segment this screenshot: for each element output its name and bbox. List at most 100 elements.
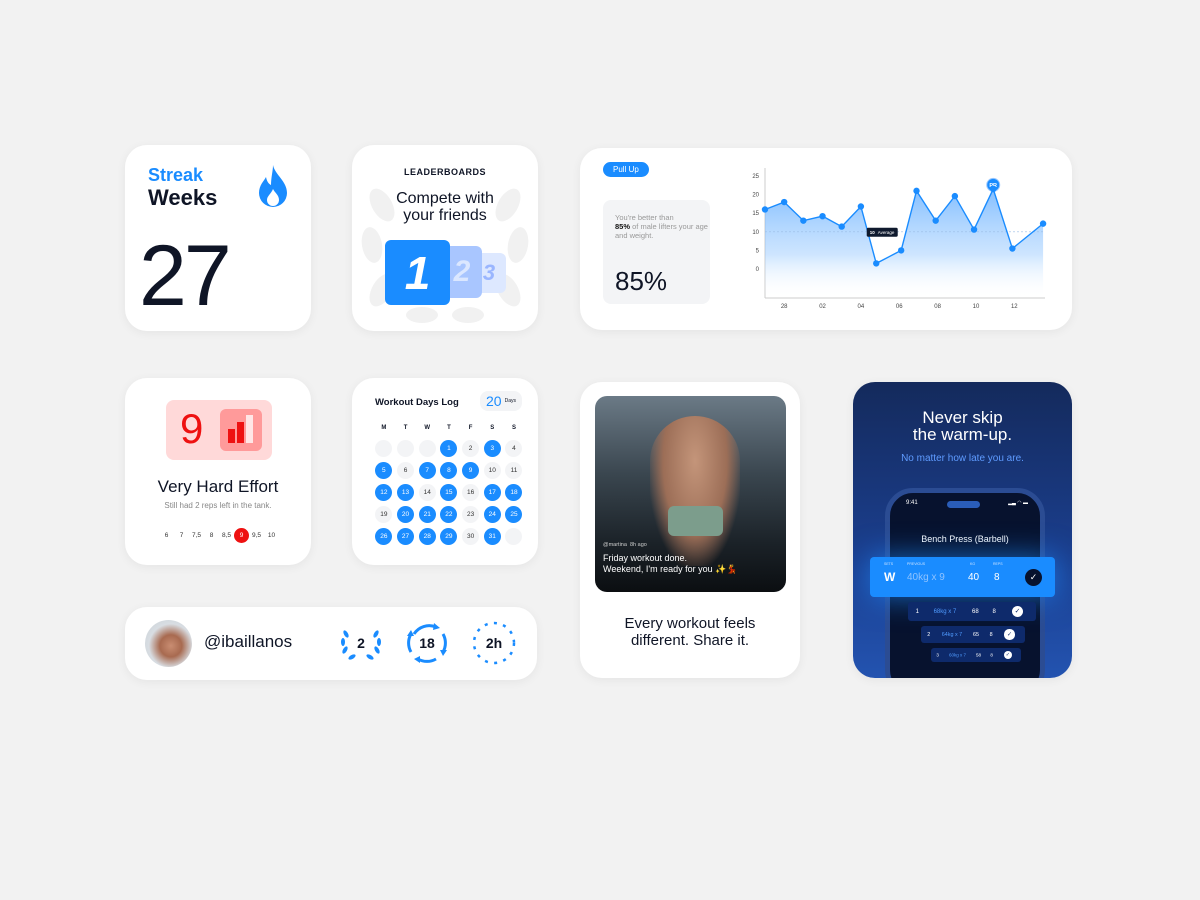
check-icon[interactable]: ✓ [1011, 605, 1024, 618]
calendar-day[interactable]: 30 [462, 528, 480, 545]
set-row[interactable]: 2 64kg x 7 65 8 ✓ [921, 626, 1025, 643]
effort-scale-option[interactable]: 8,5 [221, 532, 232, 539]
calendar-day[interactable]: 8 [440, 462, 458, 479]
calendar-day[interactable]: 27 [397, 528, 415, 545]
calendar-day[interactable]: 12 [375, 484, 393, 501]
calendar-empty-cell [418, 440, 436, 457]
stat-medals: 2 [338, 620, 384, 666]
set-kg: 58 [976, 652, 982, 658]
calendar-day[interactable]: 26 [375, 528, 393, 545]
x-tick-label: 06 [896, 304, 903, 310]
y-tick-label: 5 [756, 248, 760, 254]
calendar-day[interactable]: 16 [462, 484, 480, 501]
days-unit: Days [504, 398, 516, 404]
calendar-day[interactable]: 31 [483, 528, 501, 545]
calendar-day[interactable]: 7 [418, 462, 436, 479]
bar-chart-icon [220, 409, 262, 451]
calendar-day[interactable]: 10 [483, 462, 501, 479]
data-point [1039, 220, 1047, 227]
effort-scale-option[interactable]: 7 [179, 532, 184, 539]
avatar[interactable] [145, 620, 192, 667]
y-tick-label: 15 [752, 211, 759, 217]
effort-title: Very Hard Effort [157, 477, 279, 496]
effort-scale-option[interactable]: 7,5 [191, 532, 202, 539]
warmup-card[interactable]: Never skip the warm-up. No matter how lat… [853, 382, 1072, 678]
effort-scale-option[interactable]: 8 [209, 532, 214, 539]
kg-value[interactable]: 40 [968, 572, 980, 583]
calendar-day[interactable]: 22 [440, 506, 458, 523]
leaderboards-card[interactable]: LEADERBOARDS Compete with your friends 3… [352, 145, 538, 331]
effort-scale-option[interactable]: 6 [164, 532, 169, 539]
calendar-day[interactable]: 21 [418, 506, 436, 523]
calendar-day[interactable]: 5 [375, 462, 393, 479]
calendar-day[interactable]: 17 [483, 484, 501, 501]
data-point [1009, 245, 1016, 252]
rank-1: 1 [385, 240, 450, 305]
calendar-day[interactable]: 18 [505, 484, 523, 501]
calendar-day[interactable]: 3 [483, 440, 501, 457]
check-icon[interactable]: ✓ [1003, 650, 1012, 660]
calendar-day[interactable]: 24 [483, 506, 501, 523]
calendar-day[interactable]: 14 [418, 484, 436, 501]
data-point [897, 247, 905, 254]
calendar-day[interactable]: 20 [397, 506, 415, 523]
header-kg: KG [970, 562, 976, 566]
warmup-subtitle: No matter how late you are. [901, 453, 1024, 464]
check-icon[interactable]: ✓ [1004, 629, 1015, 640]
set-row[interactable]: 3 60kg x 7 58 8 ✓ [931, 648, 1021, 662]
days-count: 20 [486, 393, 502, 409]
effort-scale-option[interactable]: 9 [234, 528, 249, 543]
dynamic-island [947, 501, 980, 508]
calendar-title: Workout Days Log [375, 397, 459, 408]
y-tick-label: 25 [752, 174, 759, 180]
effort-scale-option[interactable]: 9,5 [251, 532, 262, 539]
share-footer: Every workout feels different. Share it. [624, 615, 756, 649]
status-icons: ▂▃ ◠ ▬ [1008, 500, 1028, 506]
calendar-day[interactable]: 13 [397, 484, 415, 501]
pull-up-progress-card[interactable]: Pull Up You're better than 85% of male li… [580, 148, 1072, 330]
leaderboards-title: Compete with your friends [396, 190, 494, 224]
calendar-day[interactable]: 25 [505, 506, 523, 523]
calendar-day[interactable]: 1 [440, 440, 458, 457]
share-workout-card[interactable]: @martina 8h ago Friday workout done. Week… [580, 382, 800, 678]
data-point [819, 212, 826, 220]
effort-badge: 9 [166, 400, 272, 460]
days-count-badge: 20 Days [480, 391, 522, 411]
exercise-pill[interactable]: Pull Up [603, 162, 649, 177]
calendar-day[interactable]: 28 [418, 528, 436, 545]
workout-photo: @martina 8h ago Friday workout done. Week… [595, 396, 786, 592]
warmup-set-row[interactable]: SETS PREVIOUS KG REPS W 40kg x 9 40 8 ✓ [870, 557, 1055, 597]
calendar-day[interactable]: 2 [462, 440, 480, 457]
set-set: 1 [915, 608, 920, 615]
calendar-day[interactable]: 6 [397, 462, 415, 479]
calendar-day[interactable]: 11 [505, 462, 523, 479]
calendar-day[interactable]: 4 [505, 440, 523, 457]
set-row[interactable]: 1 68kg x 7 68 8 ✓ [908, 602, 1036, 621]
data-point [780, 198, 788, 206]
weekday-label: F [468, 425, 473, 431]
calendar-day[interactable]: 15 [440, 484, 458, 501]
stat-medals-value: 2 [357, 635, 365, 651]
clock-dashed-icon [472, 621, 516, 665]
check-icon[interactable]: ✓ [1025, 569, 1042, 586]
flame-icon [259, 165, 287, 207]
effort-scale-option[interactable]: 10 [267, 532, 276, 539]
set-reps: 8 [990, 652, 993, 658]
data-point [761, 206, 769, 213]
calendar-day[interactable]: 23 [462, 506, 480, 523]
phone-time: 9:41 [906, 500, 918, 506]
streak-value: 27 [139, 228, 232, 324]
x-tick-label: 10 [973, 304, 980, 310]
calendar-day[interactable]: 29 [440, 528, 458, 545]
reps-value[interactable]: 8 [994, 572, 1000, 583]
weekday-label: S [490, 425, 495, 431]
profile-card[interactable]: @ibaillanos 2 18 2h [125, 607, 537, 680]
effort-card[interactable]: 9 Very Hard Effort Still had 2 reps left… [125, 378, 311, 565]
caption-line-2: Weekend, I'm ready for you ✨💃 [603, 564, 738, 574]
photo-detail [668, 506, 723, 536]
streak-card[interactable]: Streak Weeks 27 [125, 145, 311, 331]
data-point [800, 217, 807, 224]
calendar-day[interactable]: 19 [375, 506, 393, 523]
calendar-day[interactable]: 9 [462, 462, 480, 479]
